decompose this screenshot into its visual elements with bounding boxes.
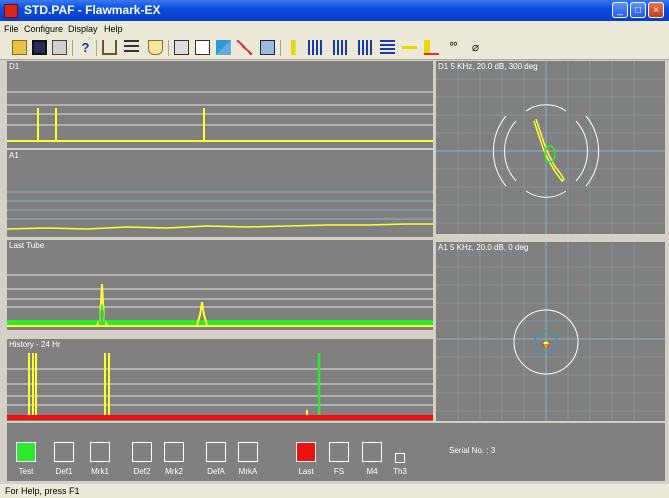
last-tube-label: Last Tube [9,241,45,250]
test-label: Test [18,467,34,476]
maximize-button[interactable]: □ [630,2,646,18]
th3-checkbox[interactable] [395,453,405,463]
status-text: For Help, press F1 [5,486,80,496]
a1-label: A1 [9,151,19,160]
list-icon[interactable] [124,40,139,55]
app-icon [4,4,18,18]
menu-bar: File Configure Display Help [0,21,669,37]
flask-icon[interactable] [148,40,163,55]
a1-lissajous-display: A1 5 KHz, 20.0 dB, 0 deg [436,242,665,421]
cursor-icon[interactable] [424,40,439,55]
mark-icon[interactable] [402,40,417,55]
th3-label: Th3 [393,467,407,476]
d1-strip-chart: D1 [7,61,433,148]
m4-label: M4 [366,467,378,476]
menu-file[interactable]: File [4,24,19,34]
mrka-indicator[interactable] [238,442,258,462]
mrk1-indicator[interactable] [90,442,110,462]
d1-lissajous-display: D1 5 KHz, 20.0 dB, 300 deg [436,61,665,234]
fs-indicator[interactable] [329,442,349,462]
zoom-out-icon[interactable] [237,40,252,55]
def2-label: Def2 [133,467,151,476]
test-indicator[interactable] [16,442,36,462]
close-button[interactable]: × [648,2,664,18]
defa-indicator[interactable] [206,442,226,462]
bar1-icon[interactable] [286,40,301,55]
def2-indicator[interactable] [132,442,152,462]
mrka-label: MrkA [238,467,258,476]
print-icon[interactable] [52,40,67,55]
help-icon[interactable]: ? [81,40,90,55]
window-title: STD.PAF - Flawmark-EX [24,3,161,17]
page-icon[interactable] [195,40,210,55]
def1-label: Def1 [55,467,73,476]
history-strip-chart: History - 24 Hr [7,339,433,421]
serial-number: Serial No. : 3 [449,446,496,455]
save-icon[interactable] [32,40,47,55]
d1-label: D1 [9,62,20,71]
last-indicator[interactable] [296,442,316,462]
def1-indicator[interactable] [54,442,74,462]
zoom-in-icon[interactable] [216,40,231,55]
controls-panel: Test Def1 Mrk1 Def2 Mrk2 DefA MrkA Last … [7,423,665,481]
window-icon[interactable] [260,40,275,55]
history-label: History - 24 Hr [9,340,61,349]
title-bar: STD.PAF - Flawmark-EX _ □ × [0,0,669,21]
tools-icon[interactable] [102,40,117,55]
mrk2-label: Mrk2 [165,467,183,476]
menu-configure[interactable]: Configure [24,24,64,34]
view-icon[interactable] [174,40,189,55]
status-bar: For Help, press F1 [0,484,669,498]
a1-lissajous-label: A1 5 KHz, 20.0 dB, 0 deg [438,243,529,252]
menu-display[interactable]: Display [68,24,98,34]
mrk2-indicator[interactable] [164,442,184,462]
open-icon[interactable] [12,40,27,55]
minimize-button[interactable]: _ [612,2,628,18]
m4-indicator[interactable] [362,442,382,462]
last-tube-strip-chart: Last Tube [7,240,433,330]
bars-icon[interactable] [358,40,373,55]
defa-label: DefA [207,467,225,476]
d1-lissajous-label: D1 5 KHz, 20.0 dB, 300 deg [438,62,538,71]
line-icon[interactable] [380,40,395,55]
mrk1-label: Mrk1 [91,467,109,476]
eraser-icon[interactable]: ⌀ [471,40,480,54]
scissors-icon[interactable]: ᅇ [448,41,459,53]
a1-strip-chart: A1 [7,150,433,237]
bar3-icon[interactable] [333,40,348,55]
bar2-icon[interactable] [308,40,323,55]
last-label: Last [298,467,314,476]
menu-help[interactable]: Help [104,24,123,34]
fs-label: FS [333,467,345,476]
toolbar: ? ᅇ ⌀ [0,37,669,60]
